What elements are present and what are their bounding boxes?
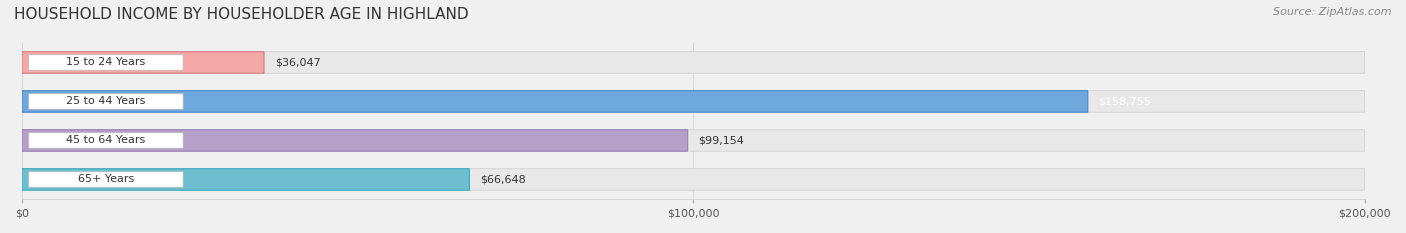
Text: Source: ZipAtlas.com: Source: ZipAtlas.com — [1274, 7, 1392, 17]
Text: HOUSEHOLD INCOME BY HOUSEHOLDER AGE IN HIGHLAND: HOUSEHOLD INCOME BY HOUSEHOLDER AGE IN H… — [14, 7, 468, 22]
Text: 25 to 44 Years: 25 to 44 Years — [66, 96, 146, 106]
FancyBboxPatch shape — [28, 133, 183, 148]
Text: $99,154: $99,154 — [699, 135, 744, 145]
FancyBboxPatch shape — [22, 169, 1365, 190]
FancyBboxPatch shape — [22, 91, 1088, 112]
Text: $36,047: $36,047 — [274, 58, 321, 68]
Text: $158,755: $158,755 — [1098, 96, 1152, 106]
FancyBboxPatch shape — [28, 172, 183, 187]
FancyBboxPatch shape — [28, 55, 183, 70]
Text: 65+ Years: 65+ Years — [77, 175, 134, 185]
FancyBboxPatch shape — [28, 94, 183, 109]
Text: $66,648: $66,648 — [481, 175, 526, 185]
Text: 45 to 64 Years: 45 to 64 Years — [66, 135, 146, 145]
Text: 15 to 24 Years: 15 to 24 Years — [66, 58, 146, 68]
FancyBboxPatch shape — [22, 52, 264, 73]
FancyBboxPatch shape — [22, 91, 1365, 112]
FancyBboxPatch shape — [22, 130, 688, 151]
FancyBboxPatch shape — [22, 169, 470, 190]
FancyBboxPatch shape — [22, 130, 1365, 151]
FancyBboxPatch shape — [22, 52, 1365, 73]
